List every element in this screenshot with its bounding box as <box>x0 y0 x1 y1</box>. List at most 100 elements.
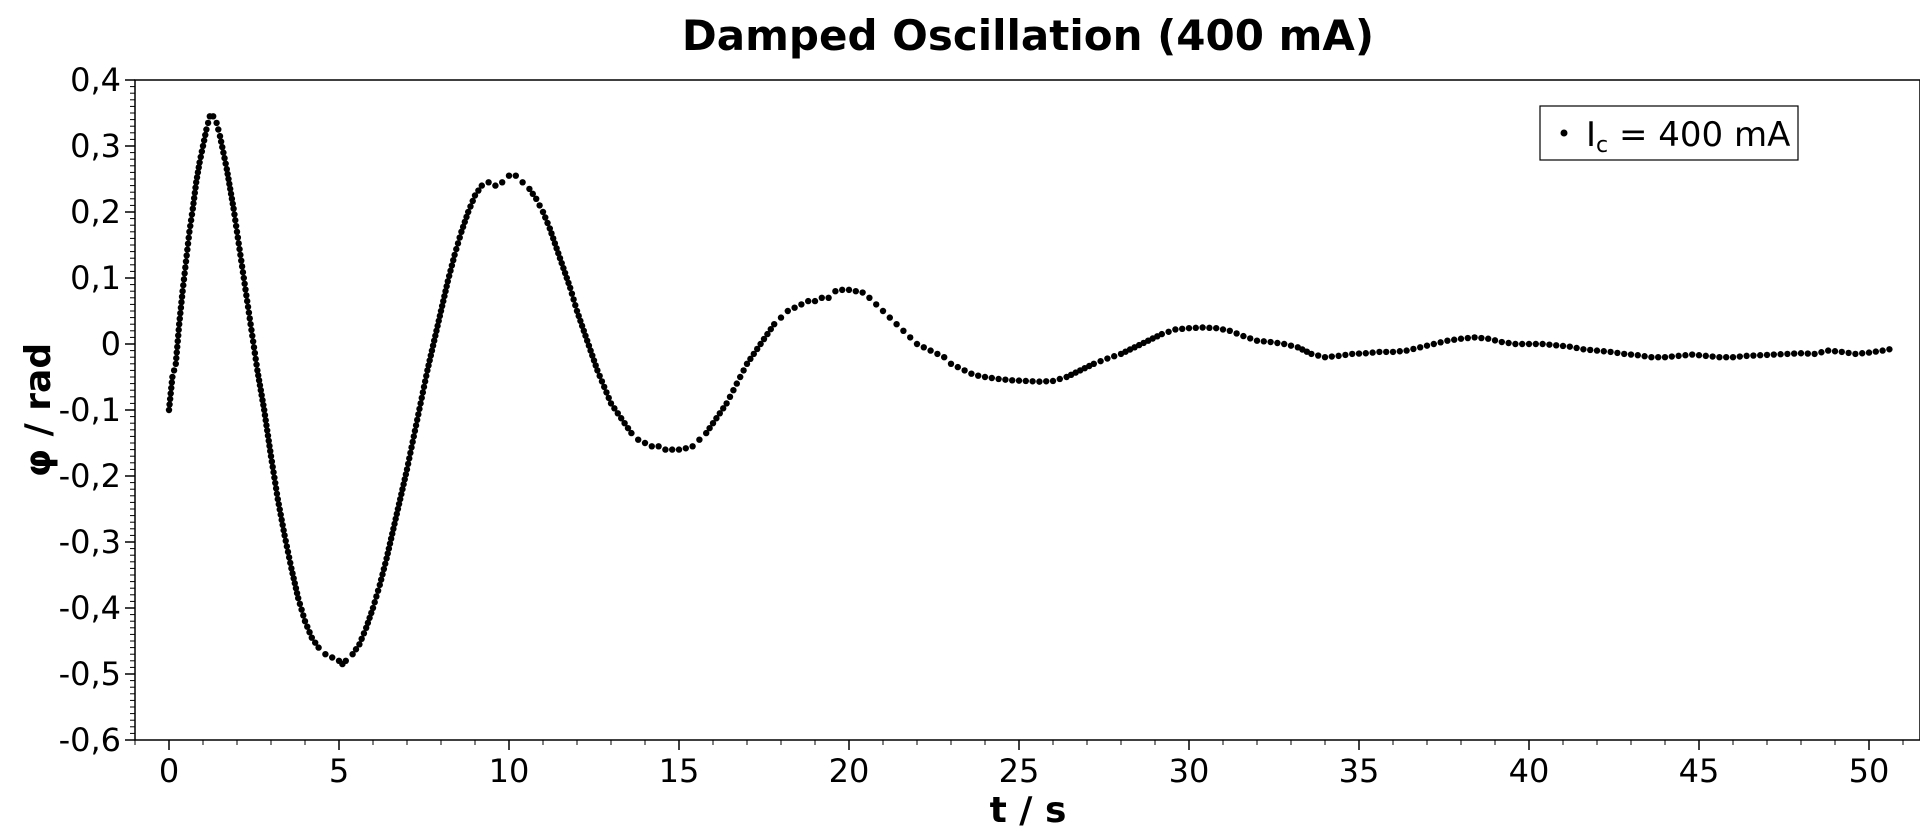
data-point <box>431 337 438 344</box>
data-point <box>437 307 445 315</box>
data-point <box>272 479 279 487</box>
data-point <box>271 474 278 481</box>
data-point <box>492 182 499 189</box>
data-point <box>505 172 513 179</box>
data-point <box>187 222 194 230</box>
data-point <box>934 350 941 358</box>
data-point <box>1219 326 1227 333</box>
data-point <box>1838 348 1846 356</box>
data-point <box>251 349 259 357</box>
y-axis-title: φ / rad <box>18 343 59 477</box>
y-tick-label: 0,1 <box>70 259 121 297</box>
data-point <box>1675 352 1682 360</box>
data-point <box>533 195 540 202</box>
data-point <box>244 297 251 305</box>
data-point <box>567 284 574 292</box>
data-point <box>280 527 287 534</box>
data-point <box>886 314 893 321</box>
data-point <box>174 343 181 351</box>
data-point <box>438 302 446 310</box>
data-point <box>696 436 703 443</box>
data-point <box>255 372 262 379</box>
data-point <box>203 126 210 133</box>
data-point <box>968 370 975 377</box>
data-point <box>406 455 413 462</box>
data-point <box>478 182 485 189</box>
data-point <box>255 377 263 384</box>
data-point <box>703 429 710 437</box>
data-point <box>1111 353 1118 360</box>
data-point <box>941 354 948 361</box>
data-point <box>546 225 553 232</box>
data-point <box>975 372 982 379</box>
data-point <box>550 235 557 242</box>
data-point <box>1315 352 1322 359</box>
data-point <box>859 289 866 296</box>
data-point <box>1695 352 1703 359</box>
data-point <box>1383 348 1390 356</box>
data-point <box>392 515 399 523</box>
data-point <box>221 154 228 162</box>
data-point <box>777 314 785 321</box>
data-point <box>377 576 385 583</box>
data-point <box>558 259 565 267</box>
data-point <box>512 172 519 179</box>
data-point <box>839 286 846 294</box>
data-point <box>169 373 176 381</box>
data-point <box>469 197 476 205</box>
data-point <box>607 400 615 407</box>
data-point <box>1818 349 1825 356</box>
x-tick-label: 25 <box>999 752 1040 790</box>
x-tick-label: 30 <box>1169 752 1210 790</box>
data-point <box>239 269 247 276</box>
data-point <box>179 288 186 295</box>
data-point <box>232 217 239 224</box>
y-tick-label: -0,5 <box>59 655 121 693</box>
data-point <box>578 322 586 330</box>
data-point <box>373 593 380 600</box>
data-point <box>187 217 195 224</box>
legend-value: = 400 mA <box>1608 115 1790 155</box>
x-tick-label: 5 <box>329 752 349 790</box>
data-point <box>268 458 276 465</box>
data-point <box>560 264 567 272</box>
data-point <box>1369 349 1376 356</box>
data-point <box>536 202 543 209</box>
data-point <box>1199 324 1206 331</box>
data-point <box>568 290 576 297</box>
data-point <box>451 251 458 259</box>
data-point <box>542 214 549 221</box>
data-point <box>648 443 655 450</box>
data-point <box>1573 344 1580 352</box>
data-point <box>754 345 761 353</box>
data-point <box>234 234 242 241</box>
data-point <box>165 406 173 414</box>
data-point <box>246 315 253 322</box>
data-point <box>1716 354 1723 361</box>
data-point <box>584 337 591 344</box>
data-point <box>1736 353 1744 360</box>
data-point <box>443 283 450 290</box>
data-point <box>247 321 254 328</box>
data-point <box>529 190 536 198</box>
data-point <box>621 420 628 427</box>
data-point <box>1804 350 1812 357</box>
data-point <box>1464 334 1472 342</box>
data-point <box>178 293 186 300</box>
data-point <box>805 297 812 305</box>
data-point <box>260 401 267 409</box>
data-point <box>432 332 439 339</box>
data-point <box>1253 337 1261 344</box>
data-point <box>364 619 372 627</box>
data-point <box>168 384 175 392</box>
data-point <box>825 294 832 301</box>
data-point <box>575 312 582 320</box>
legend-entry: Ic = 400 mA <box>1586 115 1790 158</box>
data-point <box>669 446 676 453</box>
data-point <box>596 372 603 380</box>
data-point <box>920 344 927 351</box>
legend-subscript: c <box>1596 133 1608 158</box>
data-point <box>167 390 174 397</box>
data-point <box>1281 340 1288 348</box>
data-point <box>175 332 182 339</box>
